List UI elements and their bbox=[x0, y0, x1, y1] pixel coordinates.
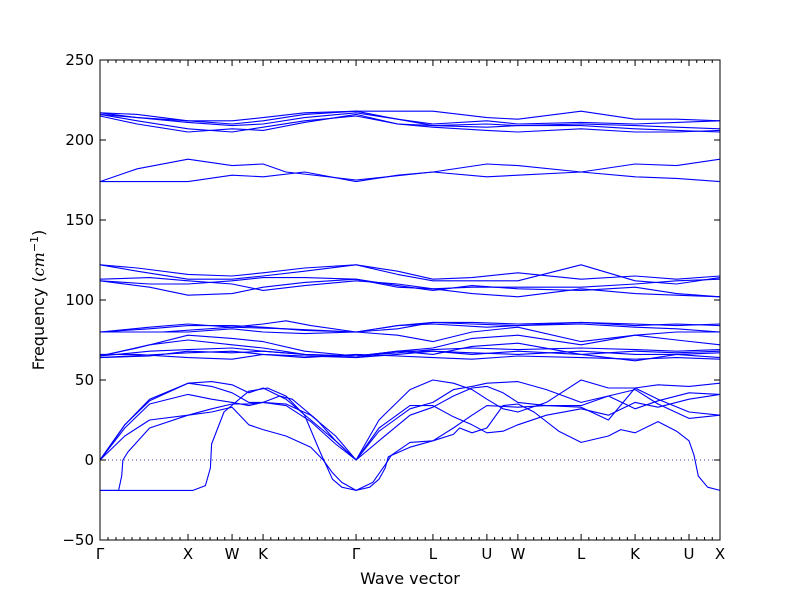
band-line-21 bbox=[99, 264, 721, 280]
y-axis-title-exponent: −1 bbox=[28, 236, 41, 252]
x-tick-label: L bbox=[429, 545, 438, 563]
y-axis-title-prefix: Frequency ( bbox=[29, 276, 48, 370]
x-tick-label: Γ bbox=[352, 545, 361, 563]
x-tick-label: U bbox=[684, 545, 695, 563]
x-tick-label: X bbox=[715, 545, 725, 563]
band-line-14 bbox=[99, 320, 721, 333]
band-lines bbox=[99, 110, 721, 491]
band-line-27 bbox=[99, 110, 721, 122]
band-line-22 bbox=[100, 171, 721, 183]
y-tick-label: 200 bbox=[65, 131, 94, 149]
y-tick-label: 250 bbox=[65, 51, 94, 69]
band-line-3 bbox=[99, 385, 721, 461]
y-axis-title-unit: cm bbox=[29, 252, 48, 276]
y-tick-label: 150 bbox=[65, 211, 94, 229]
y-tick-label: 0 bbox=[84, 451, 94, 469]
y-axis-title: Frequency (cm−1) bbox=[28, 230, 49, 371]
band-line-19 bbox=[99, 277, 721, 291]
band-line-1 bbox=[100, 387, 721, 491]
band-line-2 bbox=[100, 387, 721, 491]
x-tick-label: Γ bbox=[96, 545, 105, 563]
x-axis-title: Wave vector bbox=[360, 569, 460, 588]
x-tick-label: K bbox=[630, 545, 641, 563]
x-tick-label: U bbox=[481, 545, 492, 563]
band-line-6 bbox=[99, 379, 721, 461]
band-line-15 bbox=[100, 326, 720, 343]
y-tick-label: 100 bbox=[65, 291, 94, 309]
x-tick-label: L bbox=[577, 545, 586, 563]
band-line-16 bbox=[100, 323, 721, 333]
band-line-17 bbox=[99, 278, 721, 298]
y-tick-label: −50 bbox=[62, 531, 94, 549]
band-line-25 bbox=[99, 113, 721, 133]
y-axis-title-suffix: ) bbox=[29, 230, 48, 236]
y-tick-label: 50 bbox=[75, 371, 94, 389]
band-line-5 bbox=[99, 381, 721, 461]
band-line-20 bbox=[99, 264, 721, 285]
band-line-9 bbox=[99, 347, 721, 357]
x-tick-label: K bbox=[258, 545, 269, 563]
x-tick-label: X bbox=[183, 545, 193, 563]
y-axis-ticks: −50 0 50 100 150 200 250 bbox=[62, 51, 720, 549]
x-tick-label: W bbox=[510, 545, 525, 563]
band-line-23 bbox=[99, 158, 721, 183]
band-line-18 bbox=[99, 277, 721, 298]
band-line-4 bbox=[99, 382, 721, 461]
band-line-28 bbox=[99, 110, 721, 125]
band-line-11 bbox=[99, 334, 721, 357]
band-line-12 bbox=[100, 353, 721, 360]
x-tick-label: W bbox=[225, 545, 240, 563]
